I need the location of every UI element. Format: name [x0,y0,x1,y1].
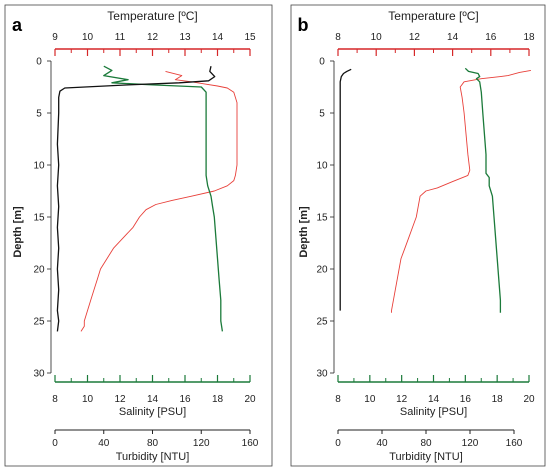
depth-tick-label: 15 [33,213,45,224]
panel-a: a Temperature [ºC] 9 10 11 12 13 14 15 0 5 10 15 20 25… [4,4,273,467]
temperature-tick-label: 16 [485,32,497,43]
temperature-profile-line [80,70,238,332]
depth-tick-label: 30 [33,369,45,380]
temperature-axis-label: Temperature [ºC] [107,9,197,23]
salinity-tick-label: 8 [335,394,341,405]
salinity-tick-label: 16 [460,394,472,405]
depth-tick-label: 20 [33,265,45,276]
turbidity-tick-label: 40 [98,438,110,449]
turbidity-profile-line [56,66,216,332]
panel-b: b Temperature [ºC] 8 10 12 14 16 18 0 5 10 15 20 25 30… [290,4,546,467]
salinity-tick-label: 10 [82,394,94,405]
salinity-tick-label: 18 [212,394,224,405]
depth-tick-label: 0 [36,57,42,68]
turbidity-tick-label: 0 [52,438,58,449]
depth-tick-label: 10 [33,161,45,172]
turbidity-tick-label: 80 [420,438,432,449]
temperature-tick-label: 18 [523,32,535,43]
turbidity-tick-label: 160 [242,438,259,449]
depth-tick-label: 25 [33,317,45,328]
salinity-tick-label: 14 [428,394,440,405]
panel-label: a [12,15,23,35]
temperature-profile-line [391,69,531,313]
salinity-profile-line [103,65,224,332]
depth-tick-label: 0 [319,57,325,68]
temperature-tick-label: 12 [409,32,421,43]
depth-tick-label: 10 [316,161,328,172]
panel-frame [4,4,273,467]
salinity-tick-label: 16 [179,394,191,405]
temperature-axis-label: Temperature [ºC] [388,9,478,23]
turbidity-tick-label: 80 [147,438,159,449]
turbidity-tick-label: 160 [506,438,523,449]
panel-label: b [298,15,309,35]
salinity-tick-label: 14 [147,394,159,405]
turbidity-tick-label: 120 [193,438,210,449]
turbidity-tick-label: 40 [376,438,388,449]
salinity-axis-label: Salinity [PSU] [400,406,467,418]
salinity-tick-label: 12 [114,394,126,405]
temperature-tick-label: 9 [52,32,58,43]
turbidity-tick-label: 120 [462,438,479,449]
temperature-tick-label: 13 [179,32,191,43]
temperature-tick-label: 8 [335,32,341,43]
temperature-tick-label: 15 [244,32,256,43]
salinity-tick-label: 18 [492,394,504,405]
salinity-axis-label: Salinity [PSU] [119,406,186,418]
temperature-tick-label: 14 [447,32,459,43]
depth-axis-label: Depth [m] [12,206,24,258]
salinity-tick-label: 8 [52,394,58,405]
turbidity-axis-label: Turbidity [NTU] [116,451,190,463]
depth-tick-label: 25 [316,317,328,328]
depth-tick-label: 15 [316,213,328,224]
depth-axis-label: Depth [m] [298,206,310,258]
temperature-tick-label: 10 [371,32,383,43]
salinity-tick-label: 12 [396,394,408,405]
temperature-tick-label: 12 [147,32,159,43]
turbidity-profile-line [339,68,352,311]
panel-frame [290,4,546,467]
depth-tick-label: 5 [319,109,325,120]
salinity-tick-label: 20 [244,394,256,405]
temperature-tick-label: 11 [115,32,126,43]
salinity-profile-line [464,67,502,313]
salinity-tick-label: 20 [523,394,535,405]
temperature-tick-label: 14 [212,32,224,43]
depth-tick-label: 5 [36,109,42,120]
depth-tick-label: 30 [316,369,328,380]
turbidity-tick-label: 0 [335,438,341,449]
temperature-tick-label: 10 [82,32,94,43]
depth-tick-label: 20 [316,265,328,276]
turbidity-axis-label: Turbidity [NTU] [389,451,463,463]
salinity-tick-label: 10 [364,394,376,405]
